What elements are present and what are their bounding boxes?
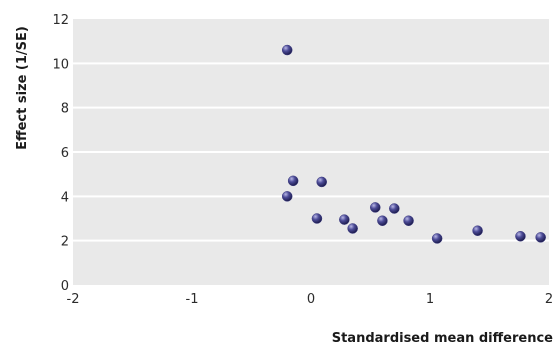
data-point — [472, 225, 483, 236]
data-point — [347, 223, 358, 234]
data-point — [515, 230, 526, 242]
x-tick-label: -2 — [67, 292, 80, 307]
x-tick-label: -1 — [186, 292, 199, 307]
y-tick-label: 4 — [61, 190, 69, 205]
x-tick-label: 0 — [307, 292, 315, 307]
x-tick-label: 1 — [426, 292, 434, 307]
y-axis-title: Effect size (1/SE) — [15, 26, 30, 150]
data-point — [281, 191, 293, 202]
gridlines — [73, 62, 549, 242]
data-points — [281, 44, 546, 244]
y-tick-label: 2 — [61, 235, 69, 250]
data-point — [339, 214, 350, 225]
data-point — [316, 176, 327, 188]
data-point — [377, 215, 388, 226]
x-tick-label: 2 — [545, 292, 553, 307]
data-point — [431, 233, 443, 244]
y-tick-label: 6 — [61, 146, 69, 161]
data-point — [311, 213, 323, 224]
data-point — [370, 202, 381, 213]
data-point — [287, 175, 299, 187]
y-tick-label: 8 — [61, 102, 69, 117]
data-point — [389, 203, 400, 214]
y-tick-label: 0 — [61, 279, 69, 294]
data-point — [535, 232, 546, 243]
x-axis-title: Standardised mean difference — [332, 331, 553, 346]
data-point — [281, 44, 293, 56]
y-tick-label: 10 — [52, 57, 69, 72]
y-tick-label: 12 — [52, 13, 69, 28]
data-point — [403, 215, 414, 226]
